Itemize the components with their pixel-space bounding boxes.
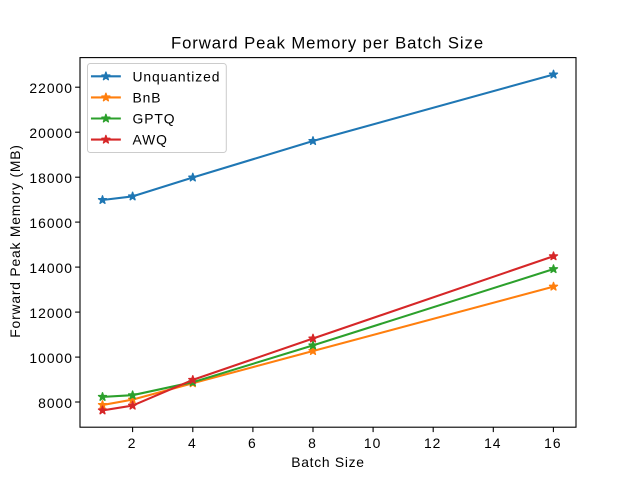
svg-text:AWQ: AWQ	[133, 132, 168, 148]
svg-text:18000: 18000	[29, 170, 73, 186]
svg-text:4: 4	[188, 435, 197, 451]
svg-text:BnB: BnB	[133, 89, 162, 105]
svg-text:22000: 22000	[29, 80, 73, 96]
svg-text:Forward Peak Memory per Batch: Forward Peak Memory per Batch Size	[171, 33, 484, 52]
svg-text:10: 10	[364, 435, 381, 451]
svg-text:GPTQ: GPTQ	[133, 111, 176, 127]
svg-text:6: 6	[248, 435, 257, 451]
svg-text:14: 14	[484, 435, 501, 451]
svg-text:Unquantized: Unquantized	[133, 68, 221, 84]
svg-text:10000: 10000	[29, 350, 73, 366]
svg-text:Batch Size: Batch Size	[291, 454, 364, 470]
svg-text:8000: 8000	[38, 395, 73, 411]
svg-text:12: 12	[424, 435, 441, 451]
svg-text:2: 2	[128, 435, 137, 451]
svg-text:12000: 12000	[29, 305, 73, 321]
svg-text:Forward Peak Memory (MB): Forward Peak Memory (MB)	[7, 144, 23, 337]
svg-text:8: 8	[308, 435, 317, 451]
svg-text:20000: 20000	[29, 125, 73, 141]
svg-text:16: 16	[544, 435, 561, 451]
svg-text:14000: 14000	[29, 260, 73, 276]
svg-text:16000: 16000	[29, 215, 73, 231]
